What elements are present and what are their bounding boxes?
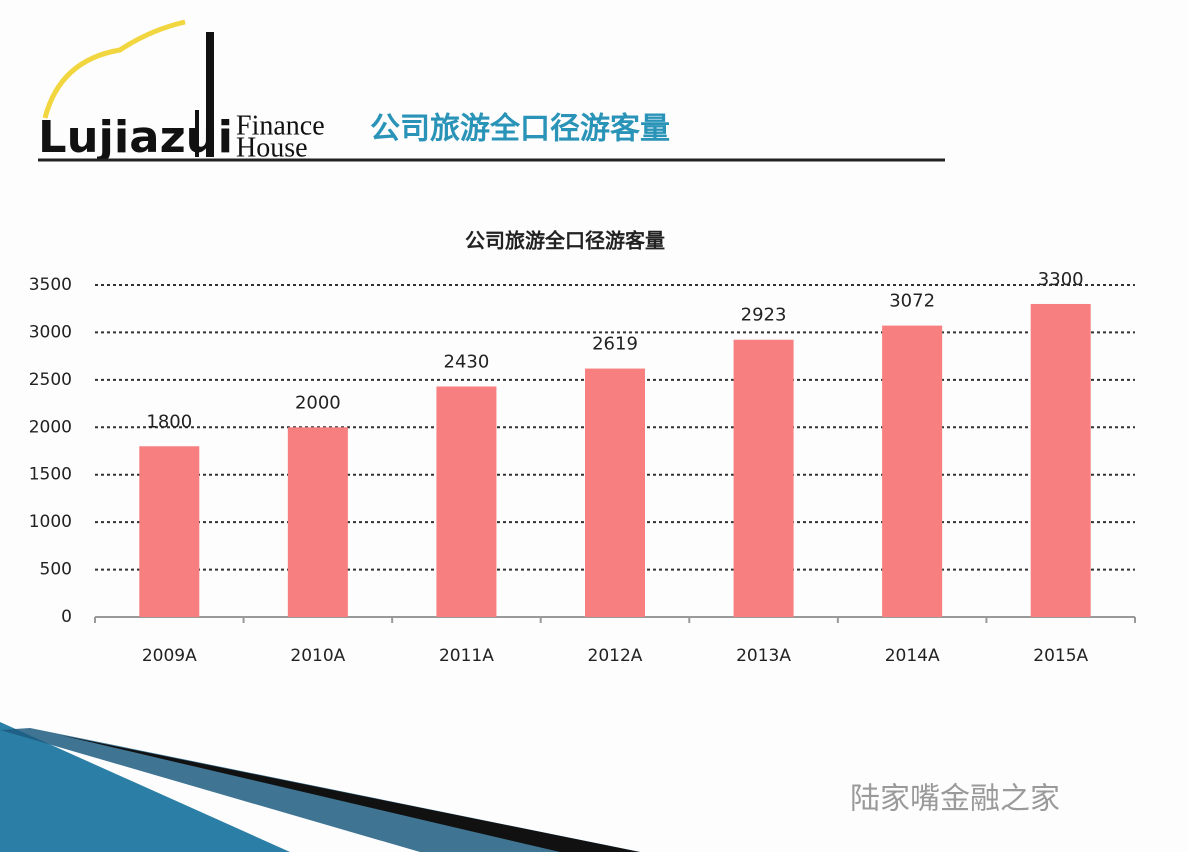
y-tick-label: 3500 [29,275,72,295]
bar [733,339,794,617]
data-label: 1800 [146,411,192,432]
logo-tower [206,32,214,157]
y-tick-label: 0 [61,607,72,627]
decoration [60,735,640,852]
y-tick-label: 2500 [29,370,72,390]
bar [585,368,645,617]
y-tick-label: 1500 [29,465,72,485]
y-tick-label: 3000 [29,322,72,342]
watermark: 陆家嘴金融之家 [850,782,1060,817]
bar [139,446,200,617]
logo-arc [42,19,186,119]
logo-text: Finance [236,110,325,141]
logo-text: Lujiazui [38,112,233,163]
bar [287,427,348,617]
data-label: 3072 [889,291,935,312]
data-label: 2430 [444,351,490,372]
bar [1030,303,1091,617]
x-tick-label: 2014A [885,646,940,666]
chart: 0 500 1000 1500 2000 2500 3000 3500 2009A 1800 201… [29,269,1136,666]
chart-title: 公司旅游全口径游客量 [465,229,665,253]
data-label: 3300 [1038,269,1084,290]
y-tick-label: 2000 [29,417,72,437]
x-tick-label: 2010A [290,646,345,666]
logo-text: House [236,132,308,163]
header-title: 公司旅游全口径游客量 [370,112,670,147]
data-label: 2000 [295,392,341,413]
x-tick-label: 2013A [736,646,791,666]
x-tick-label: 2009A [142,646,197,666]
x-tick-label: 2015A [1033,646,1088,666]
logo-tower [195,110,199,157]
data-label: 2619 [592,334,638,355]
decoration [0,722,290,852]
bar [882,325,943,617]
y-tick-label: 500 [40,560,72,580]
data-label: 2923 [741,305,787,326]
bar [436,386,497,617]
x-tick-label: 2011A [439,646,494,666]
x-tick-label: 2012A [588,646,643,666]
y-tick-label: 1000 [29,512,72,532]
